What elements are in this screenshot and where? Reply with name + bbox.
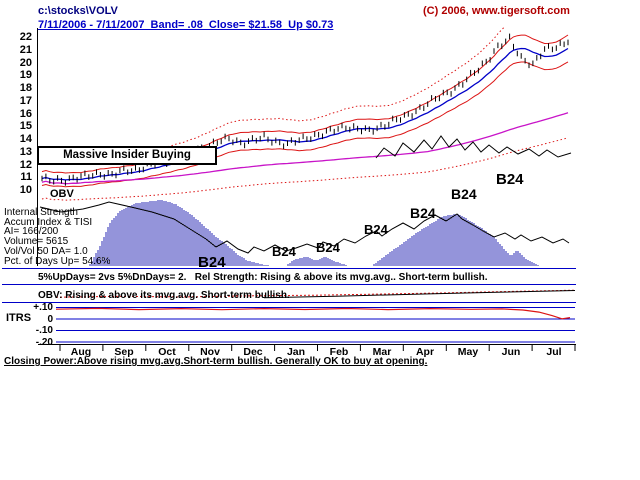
price-axis-label: 21 (19, 44, 32, 56)
price-axis-label: 11 (20, 171, 32, 183)
obv-label: OBV (50, 188, 74, 200)
copyright-notice: (C) 2006, www.tigersoft.com (423, 5, 570, 17)
file-path: c:\stocks\VOLV (38, 5, 118, 17)
month-label: Jun (501, 345, 521, 358)
insider-buying-annotation: Massive Insider Buying (37, 146, 217, 165)
month-label: Jan (286, 345, 306, 358)
month-label: Apr (415, 345, 435, 358)
month-label: Oct (158, 345, 176, 358)
stat-line: Accum Index & TISI (4, 216, 93, 228)
itrs-label: ITRS (6, 312, 32, 324)
price-axis-label: 18 (19, 82, 32, 94)
b24-signal: B24 (496, 171, 524, 188)
month-label: Aug (70, 345, 92, 358)
price-axis-label: 12 (19, 159, 32, 171)
price-axis-label: 19 (19, 69, 32, 81)
rel-strength-status-line: 5%UpDays= 2vs 5%DnDays= 2. Rel Strength:… (38, 272, 488, 283)
month-label: Sep (114, 345, 134, 358)
b24-signal: B24 (272, 244, 296, 259)
b24-signal: B24 (364, 222, 388, 237)
b24-signal: B24 (410, 205, 436, 221)
b24-signal: B24 (316, 240, 340, 255)
month-label: May (457, 345, 479, 358)
price-axis-label: 22 (19, 31, 32, 43)
month-label: Jul (546, 345, 562, 358)
price-axis-label: 10 (19, 184, 32, 196)
stat-line: Internal Strength (4, 207, 78, 218)
itrs-scale-label: -.20 (35, 336, 53, 348)
stat-line: Volume= 5615 (4, 236, 69, 248)
price-axis-label: 13 (19, 146, 32, 158)
b24-signal: B24 (198, 254, 226, 271)
price-axis-label: 14 (19, 133, 32, 145)
month-label: Nov (200, 345, 220, 358)
month-label: Mar (372, 345, 392, 358)
itrs-scale-label: 0 (47, 313, 53, 325)
closing-power-status-line: Closing Power:Above rising mvg.avg.Short… (4, 356, 428, 367)
month-label: Feb (329, 345, 349, 358)
itrs-scale-label: -.10 (35, 325, 53, 336)
b24-signal: B24 (451, 186, 477, 202)
stat-line: Pct. of Days Up= 54.6% (4, 255, 111, 267)
price-axis-label: 15 (19, 120, 32, 132)
price-axis-label: 16 (19, 108, 32, 120)
stat-line: Vol/Vol 50 DA= 1.0 (4, 245, 88, 257)
itrs-scale-label: +.10 (33, 302, 53, 313)
stat-line: AI= 166/200 (4, 226, 59, 238)
date-range-stats: 7/11/2006 - 7/11/2007 Band= .08 Close= $… (38, 19, 334, 31)
obv-status-line: OBV: Rising & above its mvg.avg. Short-t… (38, 290, 290, 301)
price-axis-label: 17 (19, 95, 32, 107)
price-axis-label: 20 (19, 57, 32, 69)
month-label: Dec (243, 345, 263, 358)
